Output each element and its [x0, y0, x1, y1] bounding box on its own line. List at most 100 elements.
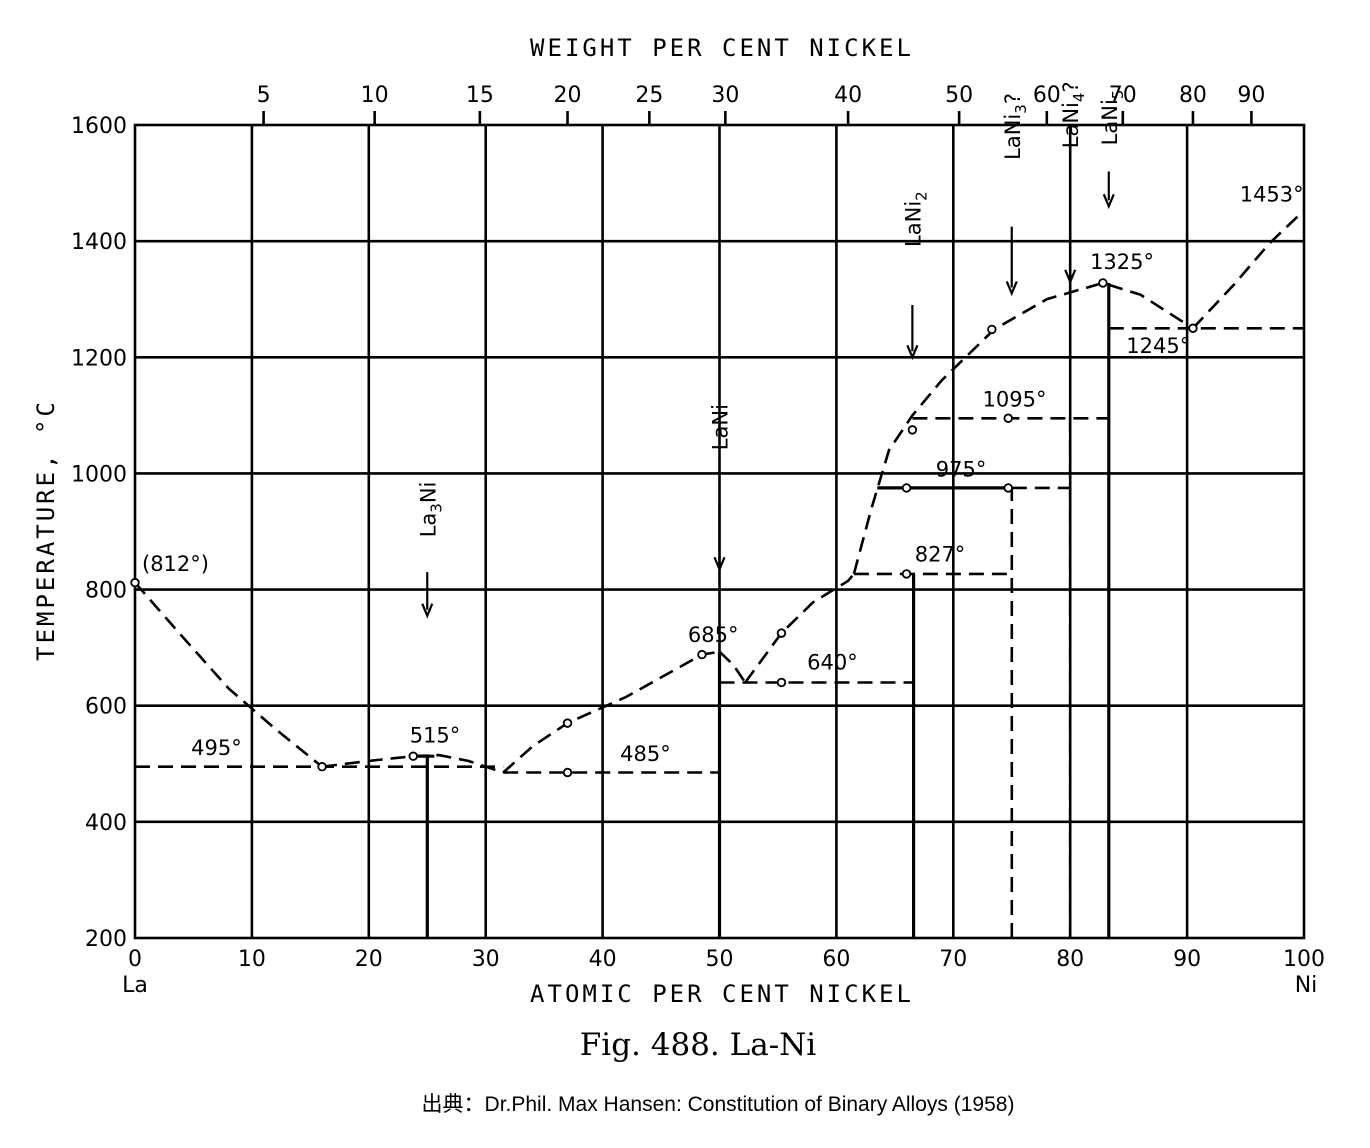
y-tick-label: 1000: [71, 462, 127, 487]
phase-label-main: LaNi: [709, 404, 733, 450]
arrow-head: [1005, 280, 1018, 297]
top-tick-label: 80: [1179, 83, 1207, 108]
y-axis-title: TEMPERATURE, °C: [32, 399, 60, 661]
dashed-boundary: [852, 281, 1194, 575]
data-point: [1003, 483, 1013, 493]
phase-label-subscript: 3: [427, 503, 445, 513]
phase-label-main: La: [416, 513, 440, 538]
x-end-label-left: La: [122, 973, 148, 998]
x-tick-label: 80: [1056, 947, 1084, 972]
data-point: [1188, 323, 1198, 333]
y-tick-label: 200: [85, 927, 127, 952]
data-point: [697, 649, 707, 660]
top-tick-label: 60: [1033, 83, 1061, 108]
data-point: [901, 569, 912, 579]
x2-axis-title: WEIGHT PER CENT NICKEL: [530, 34, 914, 62]
phase-label-main: LaNi: [1001, 114, 1025, 160]
phase-label-main: LaNi: [1059, 102, 1083, 148]
temperature-label: 640°: [807, 651, 858, 675]
x-tick-label: 50: [706, 947, 734, 972]
y-tick-label: 400: [85, 811, 127, 836]
x-tick-label: 40: [589, 947, 617, 972]
y-tick-label: 1200: [71, 346, 127, 371]
temperature-label: 685°: [688, 623, 739, 647]
x-tick-label: 0: [128, 947, 142, 972]
phase-label-subscript: 2: [912, 191, 930, 201]
temperature-label: 1245°: [1126, 334, 1190, 358]
top-tick-label: 5: [257, 83, 271, 108]
dashed-boundary: [744, 573, 855, 684]
data-point: [562, 767, 573, 778]
arrow-head: [421, 603, 434, 619]
data-point: [1098, 278, 1108, 288]
x-tick-label: 20: [355, 947, 383, 972]
temperature-label: 1095°: [983, 388, 1047, 412]
top-tick-label: 50: [945, 83, 973, 108]
x-axis-title: ATOMIC PER CENT NICKEL: [530, 980, 914, 1008]
phase-label: LaNi: [709, 404, 733, 450]
arrow-head: [906, 344, 919, 361]
top-tick-label: 10: [361, 83, 389, 108]
data-point: [408, 751, 418, 761]
phase-label-tail: ?: [1001, 93, 1025, 104]
arrow-head: [1064, 269, 1077, 285]
data-point: [987, 324, 997, 335]
x-tick-label: 60: [822, 947, 850, 972]
top-tick-label: 70: [1109, 83, 1137, 108]
data-point: [776, 628, 787, 638]
phase-label-subscript: 4: [1070, 93, 1088, 103]
top-tick-label: 40: [834, 83, 862, 108]
figure-caption: Fig. 488. La-Ni: [580, 1027, 817, 1063]
temperature-label: 975°: [936, 457, 987, 481]
phase-label-tail: ?: [1059, 81, 1083, 92]
x-tick-label: 10: [238, 947, 266, 972]
temperature-label: 485°: [620, 742, 671, 766]
temperature-label: 827°: [915, 543, 966, 567]
arrow-head: [713, 556, 726, 573]
x-end-label-right: Ni: [1295, 973, 1318, 998]
temperature-label: (812°): [142, 552, 209, 576]
temperature-label: 515°: [410, 723, 461, 747]
data-point: [130, 577, 140, 588]
data-point: [1003, 413, 1013, 423]
y-tick-label: 1400: [71, 230, 127, 255]
data-point: [776, 677, 787, 688]
temperature-label: 1325°: [1090, 250, 1154, 274]
phase-label-subscript: 5: [1109, 90, 1127, 100]
phase-label: LaNi3?: [1001, 93, 1030, 160]
tick-labels: 0 10 20 30 40 50 60 70 80 90 100 200 400 600 800 1000 12…: [71, 83, 1325, 972]
top-tick-label: 20: [554, 83, 582, 108]
x-tick-label: 100: [1283, 947, 1325, 972]
arrow-head: [1102, 193, 1115, 210]
temperature-annotations: (812°) 495° 515° 485° 685° 640° 827° 975° 1095° 1…: [142, 183, 1304, 766]
data-point: [317, 761, 327, 772]
top-tick-label: 90: [1237, 83, 1265, 108]
y-tick-label: 800: [85, 579, 127, 604]
top-tick-label: 30: [711, 83, 739, 108]
phase-label-main: LaNi: [1098, 99, 1122, 145]
source-citation: 出典：Dr.Phil. Max Hansen: Constitution of …: [422, 1093, 1015, 1116]
x-tick-label: 70: [939, 947, 967, 972]
dashed-boundary: [1191, 209, 1305, 330]
dashed-boundary: [134, 581, 323, 768]
phase-label-subscript: 3: [1012, 104, 1030, 114]
phase-label: LaNi4?: [1059, 81, 1088, 148]
phase-label-tail: Ni: [416, 482, 440, 504]
data-point: [562, 718, 573, 728]
temperature-label: 495°: [191, 736, 242, 760]
data-point: [901, 483, 912, 493]
top-tick-label: 25: [635, 83, 663, 108]
phase-label: La3Ni: [416, 482, 445, 538]
x-tick-label: 90: [1173, 947, 1201, 972]
x-tick-label: 30: [472, 947, 500, 972]
temperature-label: 1453°: [1240, 183, 1304, 207]
data-points: [130, 278, 1198, 778]
dashed-boundary: [718, 650, 747, 684]
data-point: [907, 425, 918, 435]
dashed-boundary: [502, 650, 720, 774]
top-tick-label: 15: [466, 83, 494, 108]
y-tick-label: 600: [85, 695, 127, 720]
phase-label-main: LaNi: [901, 201, 925, 247]
